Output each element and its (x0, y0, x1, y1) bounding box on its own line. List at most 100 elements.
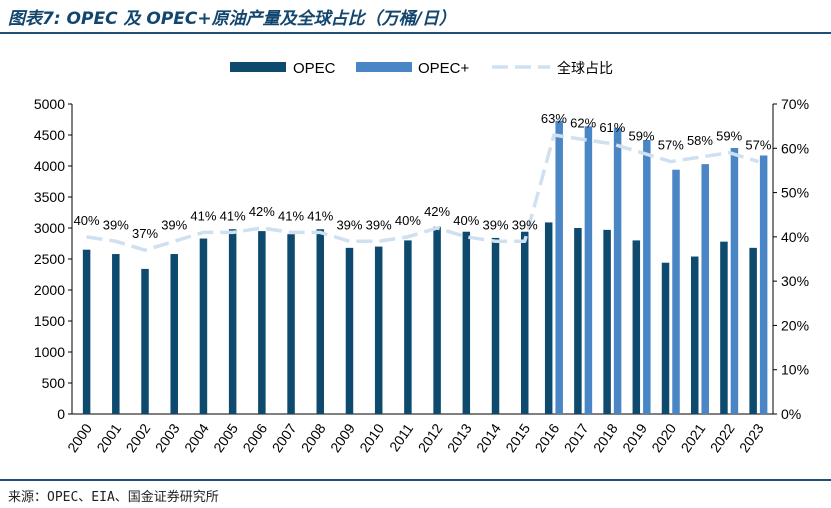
x-axis-tick-label: 2006 (239, 420, 270, 455)
opec-bar (574, 228, 582, 414)
opec-plus-bar (613, 128, 622, 414)
x-axis-tick-label: 2018 (590, 420, 621, 455)
opec-bar (316, 229, 325, 414)
legend-swatch-opec-plus (356, 62, 412, 72)
x-axis-tick-label: 2021 (677, 420, 708, 455)
share-line (86, 133, 759, 252)
right-axis-tick-label: 70% (781, 96, 809, 112)
opec-plus-bar (730, 148, 739, 414)
opec-bar (603, 229, 611, 414)
x-axis-tick-label: 2005 (210, 420, 241, 455)
x-axis-tick-label: 2004 (181, 420, 212, 455)
x-axis-tick-label: 2022 (707, 420, 738, 455)
x-axis-tick-label: 2011 (386, 420, 416, 454)
left-axis-tick-label: 0 (57, 406, 65, 422)
x-axis-tick-label: 2000 (64, 420, 95, 455)
opec-bar (462, 231, 471, 414)
opec-bar (141, 268, 149, 414)
share-data-label: 41% (278, 208, 304, 223)
chart-title: 图表7: OPEC 及 OPEC+原油产量及全球占比（万桶/日） (8, 9, 456, 29)
share-data-label: 63% (541, 111, 567, 126)
share-data-label: 39% (161, 217, 187, 232)
legend-swatch-opec (230, 62, 286, 72)
right-axis-tick-label: 20% (781, 317, 809, 333)
share-data-label: 40% (74, 213, 100, 228)
opec-bar (544, 222, 553, 414)
opec-plus-bar (759, 155, 768, 414)
share-data-label: 40% (395, 213, 421, 228)
share-data-label: 42% (424, 204, 450, 219)
left-axis-tick-label: 5000 (34, 96, 65, 112)
opec-bar (82, 249, 91, 414)
share-data-label: 39% (336, 217, 362, 232)
right-axis-tick-label: 50% (781, 185, 809, 201)
opec-bar (433, 226, 441, 414)
share-data-label: 37% (132, 226, 158, 241)
share-data-label: 41% (220, 208, 246, 223)
legend-label-opec: OPEC (293, 60, 336, 77)
left-axis-tick-label: 2000 (34, 282, 65, 298)
header-rule (0, 32, 831, 34)
right-axis-tick-label: 30% (781, 273, 809, 289)
share-data-label: 39% (366, 217, 392, 232)
x-axis-tick-label: 2017 (561, 420, 592, 455)
x-axis-tick-label: 2015 (502, 420, 533, 455)
share-data-label: 41% (190, 208, 216, 223)
opec-bar (345, 247, 354, 414)
share-data-label: 58% (687, 133, 713, 148)
share-data-label: 42% (249, 204, 275, 219)
opec-bar (720, 241, 728, 414)
share-data-label: 41% (307, 208, 333, 223)
opec-bar (632, 240, 641, 414)
opec-plus-bar (584, 126, 593, 414)
right-axis-tick-label: 10% (781, 362, 809, 378)
share-data-label: 57% (658, 138, 684, 153)
opec-bar (491, 237, 500, 414)
x-axis-tick-label: 2016 (531, 420, 562, 455)
x-axis-tick-label: 2014 (473, 420, 504, 455)
opec-plus-bar (672, 169, 680, 414)
share-data-label: 57% (745, 138, 771, 153)
opec-bar (661, 262, 670, 414)
x-axis-tick-label: 2001 (93, 420, 124, 455)
legend-label-share: 全球占比 (557, 60, 613, 77)
x-axis-tick-label: 2002 (123, 420, 154, 455)
left-axis-tick-label: 2500 (34, 251, 65, 267)
data-labels-layer: 40% 39%37%39%41% 41% 42% 41% 41%39% 39% 40%42%4… (74, 111, 772, 241)
footer-rule (0, 479, 831, 481)
x-axis-tick-label: 2019 (619, 420, 650, 455)
opec-bar (690, 256, 699, 414)
opec-bar (112, 254, 120, 414)
x-axis-tick-label: 2003 (152, 420, 183, 455)
share-data-label: 39% (512, 217, 538, 232)
opec-bar (258, 231, 266, 414)
share-data-label: 61% (599, 120, 625, 135)
share-data-label: 59% (629, 129, 655, 144)
left-axis-tick-label: 1500 (34, 313, 65, 329)
x-axis-tick-label: 2020 (648, 420, 679, 455)
x-axis-tick-label: 2012 (415, 420, 446, 455)
opec-plus-bar (643, 139, 651, 414)
share-data-label: 39% (483, 217, 509, 232)
x-axis-tick-label: 2013 (444, 420, 475, 455)
opec-bar (228, 229, 237, 414)
share-data-label: 62% (570, 115, 596, 130)
opec-bar (199, 238, 208, 414)
left-axis-tick-label: 3500 (34, 189, 65, 205)
right-axis-tick-label: 40% (781, 229, 809, 245)
opec-bar (170, 254, 178, 414)
opec-plus-bar (701, 164, 709, 414)
opec-bar (749, 247, 757, 414)
share-data-label: 40% (453, 213, 479, 228)
share-data-label: 39% (103, 217, 129, 232)
legend-label-opec-plus: OPEC+ (418, 60, 470, 77)
left-axis-tick-label: 3000 (34, 220, 65, 236)
left-axis-tick-label: 4000 (34, 158, 65, 174)
x-axis-tick-label: 2023 (736, 420, 767, 455)
x-axis-tick-label: 2010 (356, 420, 387, 455)
left-axis-tick-label: 4500 (34, 127, 65, 143)
right-axis-tick-label: 0% (781, 406, 801, 422)
opec-bar (287, 234, 295, 414)
bars-layer (82, 120, 768, 415)
x-axis-tick-label: 2009 (327, 420, 358, 455)
